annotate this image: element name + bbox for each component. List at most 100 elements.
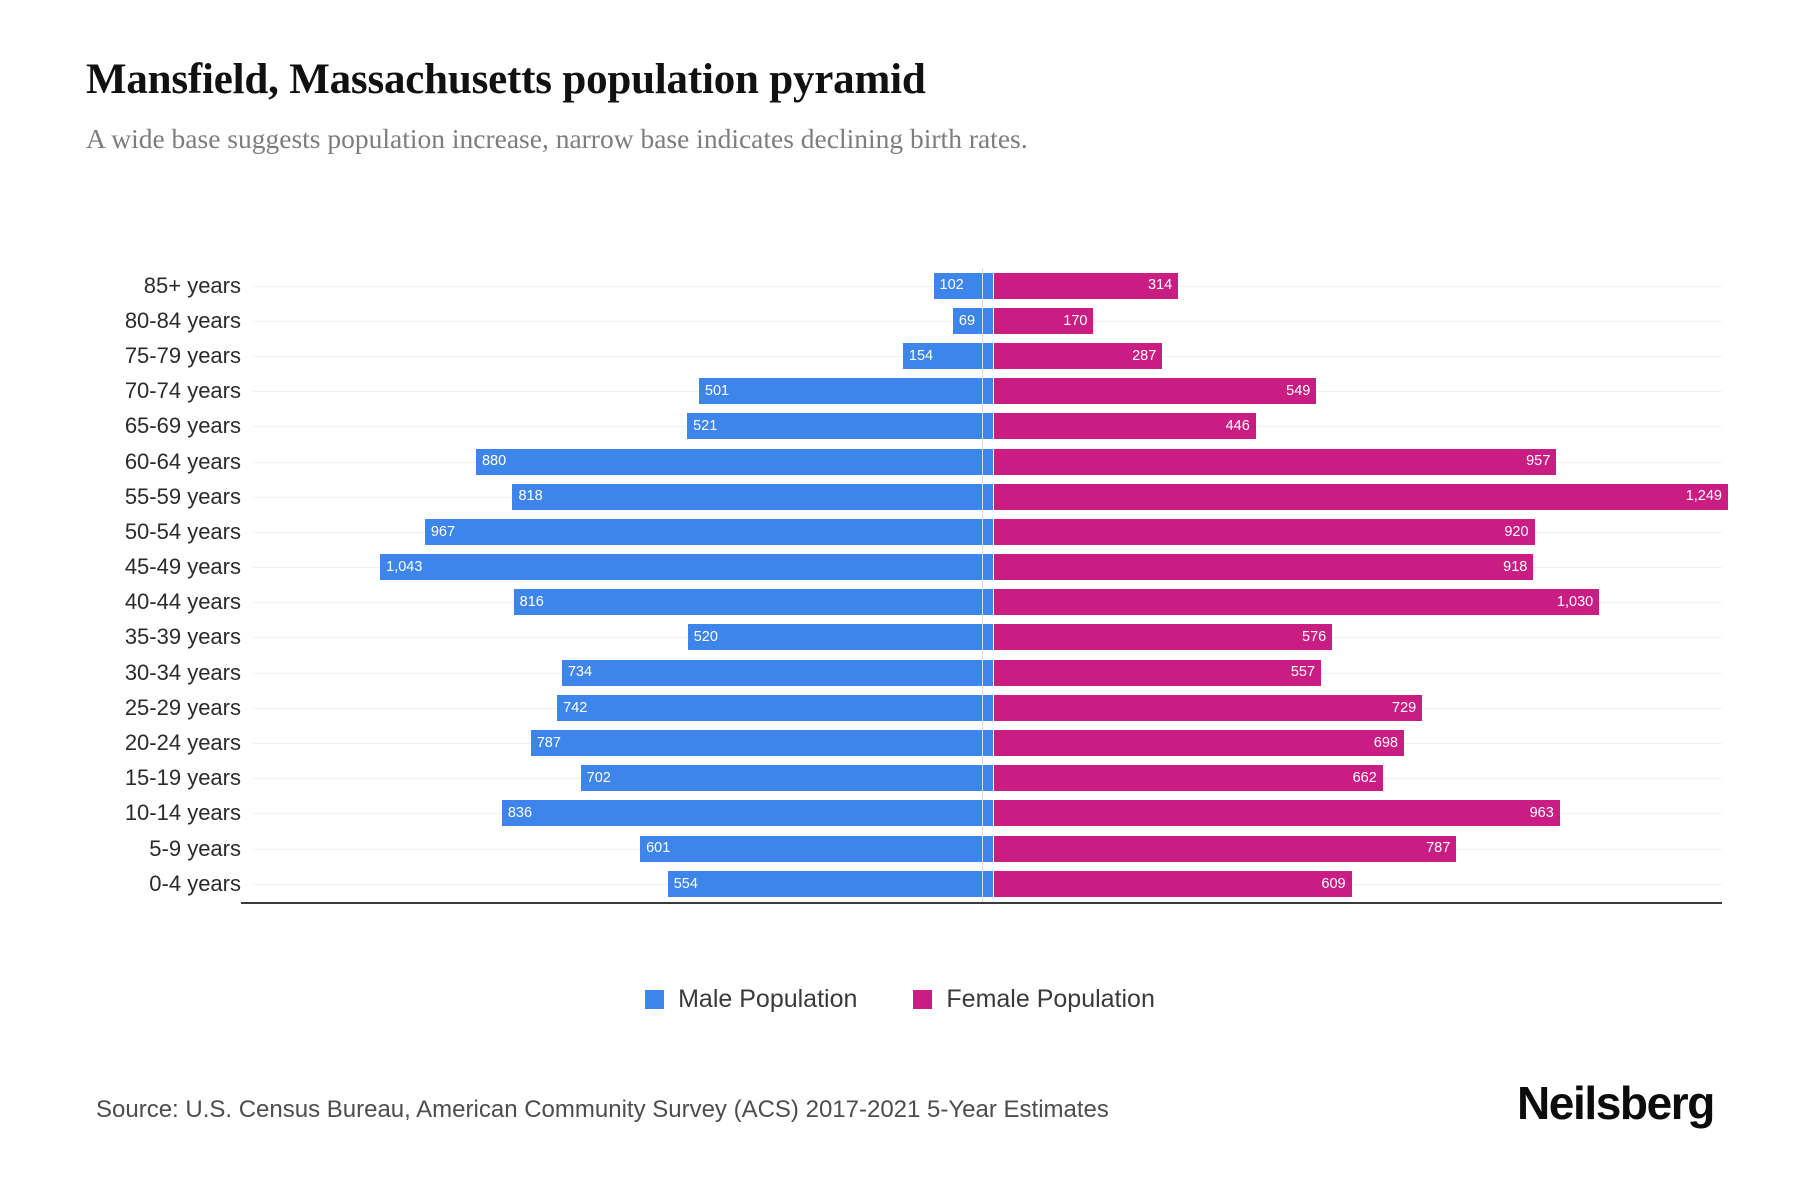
bar-female[interactable]: 662	[993, 765, 1383, 792]
bar-value-label: 601	[646, 840, 671, 857]
bar-female[interactable]: 963	[993, 800, 1560, 827]
chart-row: 65-69 years 521 446	[86, 409, 1722, 444]
bar-female[interactable]: 787	[993, 835, 1457, 862]
bar-female[interactable]: 920	[993, 518, 1535, 545]
bar-male[interactable]: 521	[687, 413, 994, 440]
bar-male[interactable]: 501	[698, 378, 994, 405]
legend-label-female: Female Population	[946, 985, 1155, 1013]
bar-female[interactable]: 446	[993, 413, 1256, 440]
bar-male[interactable]: 69	[952, 307, 994, 334]
bar-value-label: 963	[1529, 805, 1554, 822]
bar-female[interactable]: 729	[993, 694, 1423, 721]
bar-male[interactable]: 836	[501, 800, 994, 827]
row-track: 734 557	[253, 655, 1722, 690]
row-track: 501 549	[253, 374, 1722, 409]
bar-female[interactable]: 1,030	[993, 589, 1600, 616]
y-axis-tick-label: 10-14 years	[124, 800, 241, 826]
chart-row: 5-9 years 601 787	[86, 831, 1722, 866]
bar-value-label: 702	[586, 769, 611, 786]
y-axis-tick-label: 45-49 years	[124, 554, 241, 580]
bar-value-label: 1,030	[1556, 594, 1594, 611]
y-axis-tick-label: 5-9 years	[149, 835, 241, 861]
population-pyramid-plot: 85+ years 102 314 80-84 years 69 170 75-79 yea…	[86, 268, 1728, 904]
bar-value-label: 609	[1321, 875, 1346, 892]
bar-value-label: 920	[1504, 523, 1529, 540]
bar-female[interactable]: 287	[993, 342, 1163, 369]
bar-male[interactable]: 734	[561, 659, 994, 686]
chart-row: 0-4 years 554 609	[86, 866, 1722, 901]
bar-male[interactable]: 787	[530, 730, 994, 757]
bar-male[interactable]: 742	[557, 694, 994, 721]
bar-female[interactable]: 957	[993, 448, 1557, 475]
row-track: 818 1,249	[253, 479, 1728, 514]
chart-footer: Source: U.S. Census Bureau, American Com…	[96, 1076, 1715, 1130]
bar-female[interactable]: 557	[993, 659, 1322, 686]
bar-value-label: 554	[673, 875, 698, 892]
row-track: 880 957	[253, 444, 1722, 479]
row-track: 601 787	[253, 831, 1722, 866]
center-axis-line	[981, 268, 983, 902]
bar-male[interactable]: 154	[902, 342, 994, 369]
bar-male[interactable]: 102	[933, 272, 994, 299]
page-title: Mansfield, Massachusetts population pyra…	[86, 56, 926, 103]
bar-male[interactable]: 967	[424, 518, 994, 545]
bar-male[interactable]: 816	[513, 589, 994, 616]
bar-value-label: 314	[1147, 277, 1173, 294]
y-axis-tick-label: 25-29 years	[124, 694, 241, 720]
chart-legend: Male Population Female Population	[0, 985, 1800, 1014]
y-axis-tick-label: 70-74 years	[124, 378, 241, 404]
bar-male[interactable]: 520	[687, 624, 994, 651]
y-axis-tick-label: 85+ years	[143, 272, 241, 298]
y-axis-tick-label: 15-19 years	[124, 765, 241, 791]
bar-value-label: 154	[908, 347, 934, 364]
chart-header: Mansfield, Massachusetts population pyra…	[86, 56, 1720, 155]
bar-male[interactable]: 702	[580, 765, 994, 792]
bar-value-label: 698	[1373, 734, 1398, 751]
legend-item-female[interactable]: Female Population	[913, 985, 1155, 1014]
y-axis-tick-label: 40-44 years	[124, 589, 241, 615]
brand-logo: Neilsberg	[1516, 1077, 1715, 1129]
y-axis-tick-label: 55-59 years	[124, 483, 241, 509]
y-axis-tick-label: 50-54 years	[124, 518, 241, 544]
chart-row: 80-84 years 69 170	[86, 303, 1722, 338]
bar-male[interactable]: 818	[512, 483, 994, 510]
row-track: 520 576	[253, 620, 1722, 655]
bar-female[interactable]: 609	[993, 870, 1352, 897]
bar-female[interactable]: 314	[993, 272, 1179, 299]
bar-male[interactable]: 880	[475, 448, 994, 475]
chart-row: 75-79 years 154 287	[86, 338, 1722, 373]
bar-male[interactable]: 1,043	[380, 554, 994, 581]
bar-female[interactable]: 918	[993, 554, 1534, 581]
bar-male[interactable]: 601	[640, 835, 994, 862]
bar-value-label: 170	[1063, 312, 1088, 329]
y-axis-tick-label: 65-69 years	[124, 413, 241, 439]
bar-value-label: 662	[1352, 769, 1377, 786]
bar-female[interactable]: 1,249	[993, 483, 1728, 510]
y-axis-tick-label: 0-4 years	[149, 870, 241, 896]
bar-value-label: 957	[1526, 453, 1551, 470]
row-track: 1,043 918	[253, 550, 1722, 585]
bar-value-label: 1,043	[386, 558, 423, 575]
chart-row: 85+ years 102 314	[86, 268, 1722, 303]
bar-male[interactable]: 554	[667, 870, 994, 897]
chart-row: 60-64 years 880 957	[86, 444, 1722, 479]
y-axis-tick-label: 80-84 years	[124, 307, 241, 333]
bar-value-label: 102	[939, 277, 964, 294]
bar-female[interactable]: 576	[993, 624, 1333, 651]
bar-value-label: 816	[519, 594, 544, 611]
source-note: Source: U.S. Census Bureau, American Com…	[96, 1096, 1109, 1123]
legend-swatch-female-icon	[913, 990, 933, 1009]
bar-female[interactable]: 698	[993, 730, 1404, 757]
row-track: 521 446	[253, 409, 1722, 444]
bar-female[interactable]: 170	[993, 307, 1094, 334]
bar-value-label: 557	[1290, 664, 1316, 681]
row-track: 554 609	[253, 866, 1722, 901]
bar-value-label: 501	[704, 382, 730, 399]
bar-value-label: 576	[1302, 629, 1327, 646]
bar-female[interactable]: 549	[993, 378, 1317, 405]
row-track: 967 920	[253, 514, 1722, 549]
legend-item-male[interactable]: Male Population	[645, 985, 857, 1014]
chart-rows: 85+ years 102 314 80-84 years 69 170 75-79 yea…	[86, 268, 1728, 901]
y-axis-tick-label: 75-79 years	[124, 342, 241, 368]
chart-row: 50-54 years 967 920	[86, 514, 1722, 549]
